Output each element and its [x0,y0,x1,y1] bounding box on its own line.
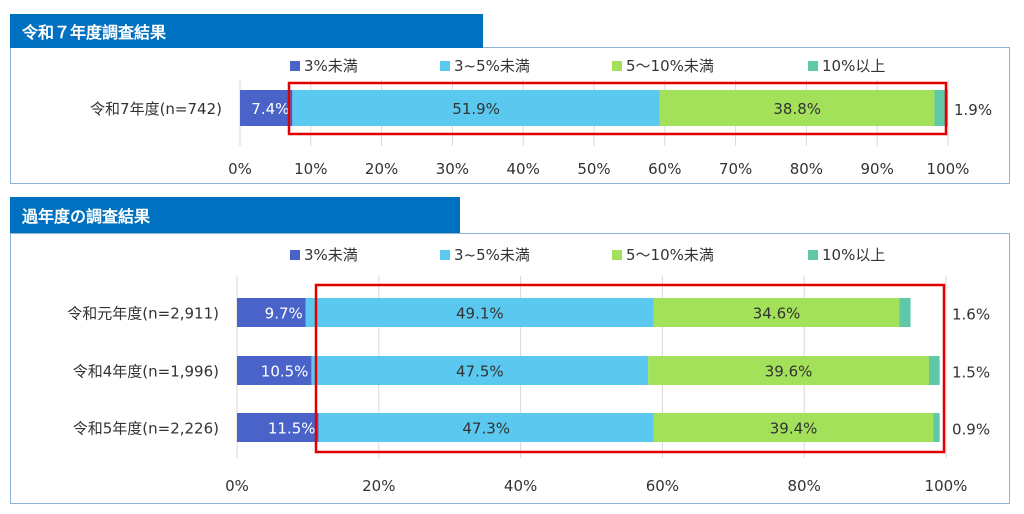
x-tick-label: 40% [507,160,540,178]
chart-panel-current [10,47,1010,184]
legend-label: 3~5%未満 [454,246,530,264]
legend-label: 3%未満 [304,246,358,264]
bar-segment [934,90,948,126]
bar-segment [653,413,934,442]
x-tick-label: 0% [228,160,252,178]
legend-swatch [808,250,818,260]
data-label: 38.8% [773,100,821,118]
bar-segment [237,356,312,385]
highlight-box [314,283,946,454]
section-header-past: 過年度の調査結果 [10,197,460,233]
bar-segment [899,298,911,327]
x-tick-label: 60% [648,160,681,178]
legend-swatch [440,61,450,71]
legend-label: 5～10%未満 [626,246,714,264]
legend-swatch [290,61,300,71]
x-tick-label: 40% [504,477,537,495]
data-label: 0.9% [952,421,990,439]
data-label: 49.1% [456,305,504,323]
data-label: 11.5% [268,420,316,438]
data-label: 10.5% [261,363,309,381]
category-label: 令和4年度(n=1,996) [73,363,219,381]
bar-segment [933,413,940,442]
data-label: 34.6% [753,305,801,323]
legend-swatch [808,61,818,71]
x-tick-label: 80% [790,160,823,178]
data-label: 1.6% [952,306,990,324]
x-tick-label: 100% [925,477,968,495]
data-label: 39.4% [770,420,818,438]
bar-segment [648,356,929,385]
data-label: 39.6% [765,363,813,381]
bar-segment [311,356,649,385]
x-tick-label: 20% [365,160,398,178]
data-label: 47.3% [462,420,510,438]
bar-segment [237,298,306,327]
data-label: 9.7% [265,305,303,323]
bar-segment [292,90,660,126]
bar-segment [240,90,293,126]
x-tick-label: 100% [927,160,970,178]
category-label: 令和元年度(n=2,911) [67,305,219,323]
chart-panel-past [10,233,1010,504]
x-tick-label: 90% [861,160,894,178]
x-tick-label: 60% [646,477,679,495]
x-tick-label: 10% [294,160,327,178]
x-tick-label: 20% [362,477,395,495]
legend-label: 10%以上 [822,246,885,264]
x-tick-label: 70% [719,160,752,178]
category-label: 令和7年度(n=742) [90,100,222,118]
legend-label: 3%未満 [304,57,358,75]
data-label: 7.4% [251,100,289,118]
x-tick-label: 0% [225,477,249,495]
x-tick-label: 50% [577,160,610,178]
legend-swatch [612,61,622,71]
legend-swatch [440,250,450,260]
category-label: 令和5年度(n=2,226) [73,420,219,438]
bar-segment [659,90,935,126]
bar-segment [653,298,900,327]
legend-label: 10%以上 [822,57,885,75]
x-tick-label: 80% [788,477,821,495]
bar-segment [318,413,654,442]
bar-segment [928,356,940,385]
data-label: 1.9% [954,101,992,119]
data-label: 1.5% [952,364,990,382]
legend-swatch [612,250,622,260]
bar-segment [305,298,654,327]
highlight-box [287,81,948,136]
data-label: 51.9% [452,100,500,118]
x-tick-label: 30% [436,160,469,178]
legend-swatch [290,250,300,260]
section-header-current: 令和７年度調査結果 [10,14,483,48]
legend-label: 5～10%未満 [626,57,714,75]
bar-segment [237,413,319,442]
legend-label: 3~5%未満 [454,57,530,75]
data-label: 47.5% [456,363,504,381]
